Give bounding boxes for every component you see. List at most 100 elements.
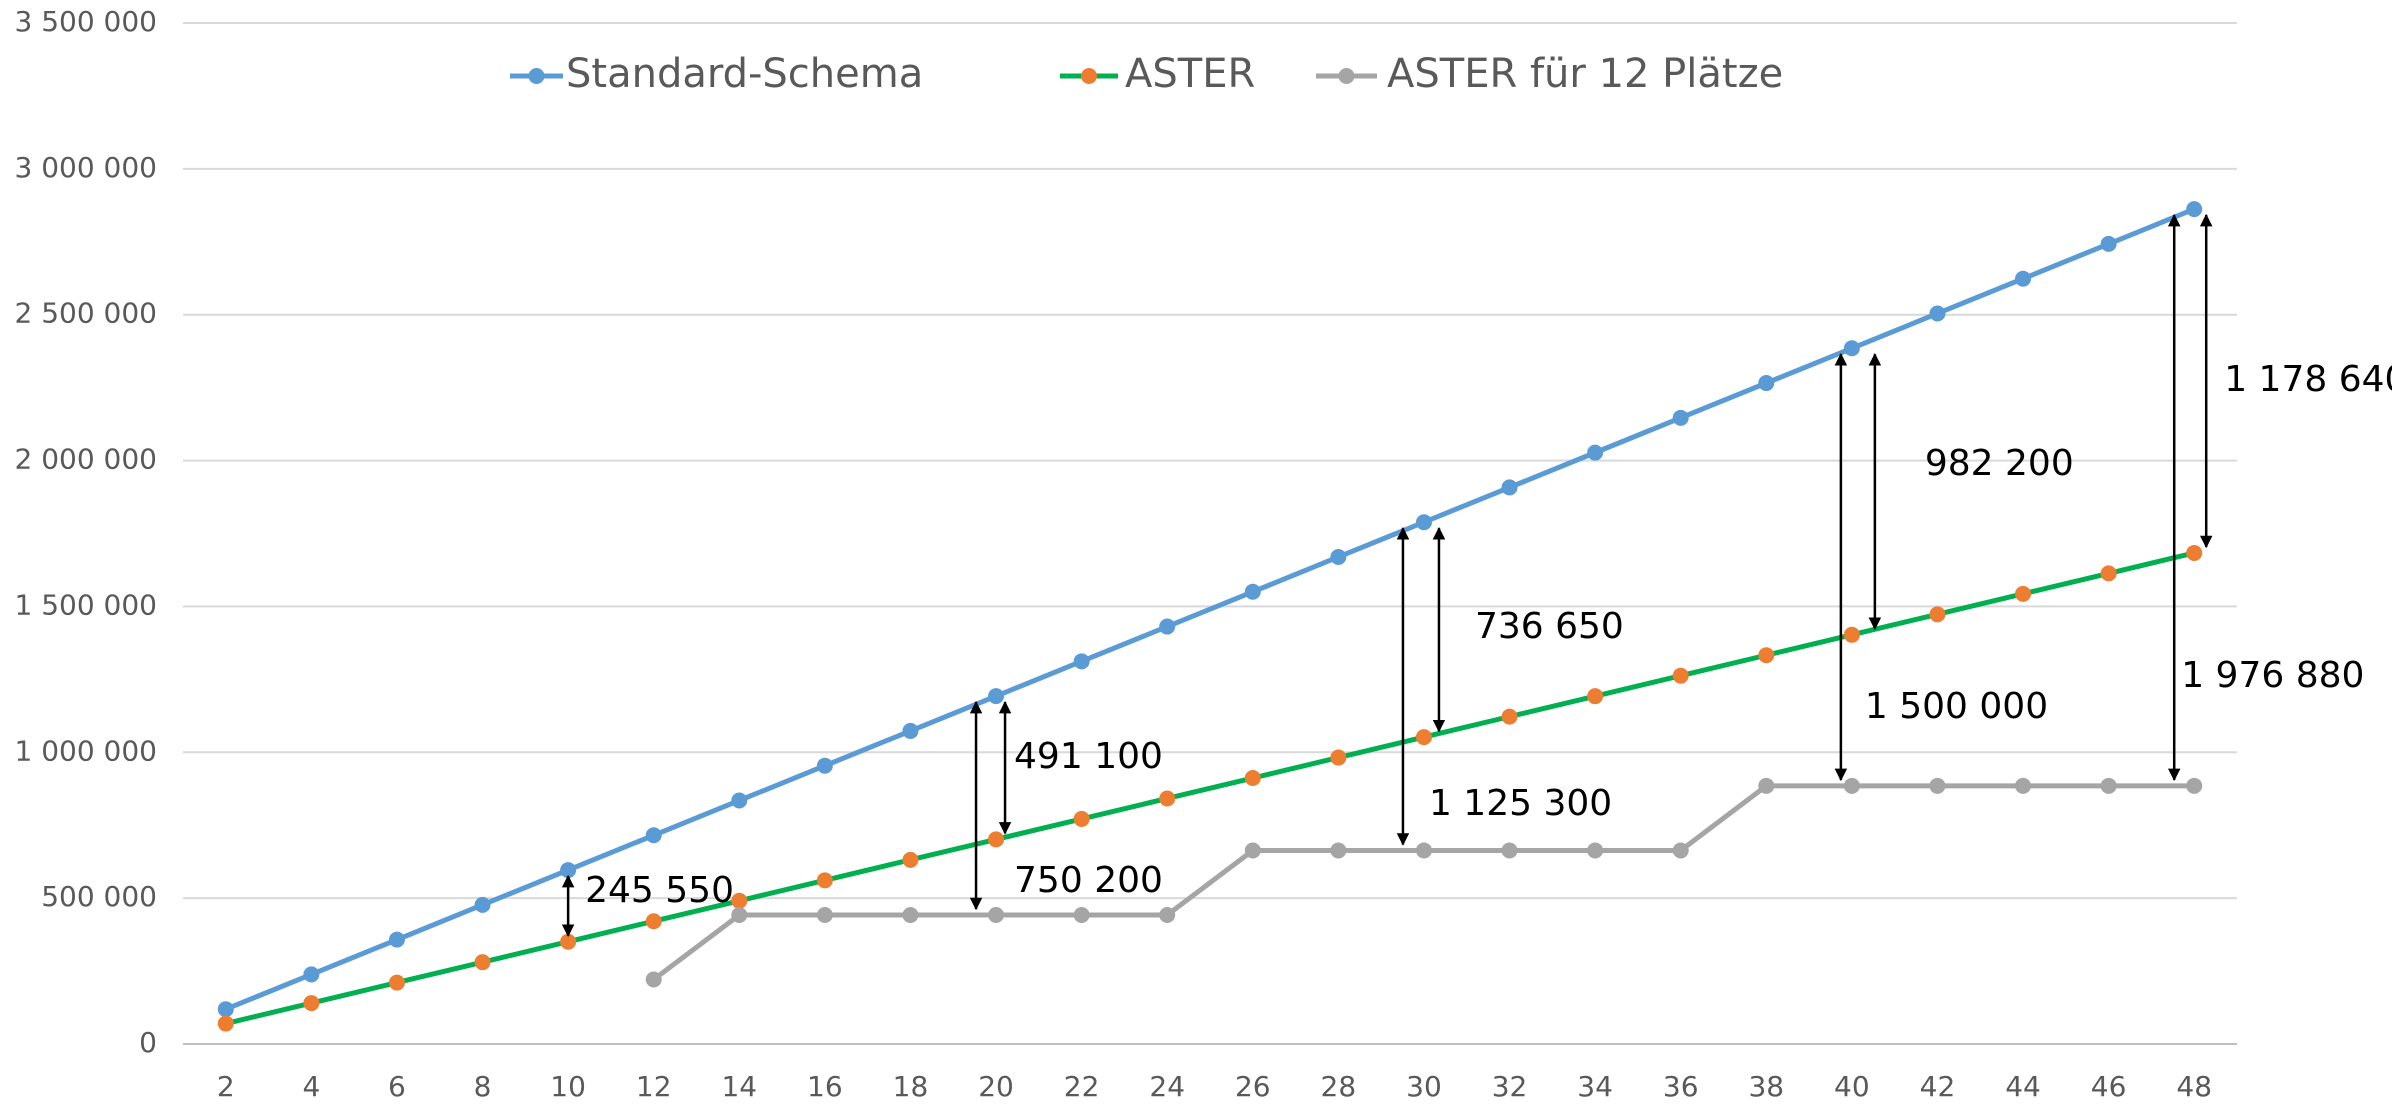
point bbox=[2100, 777, 2117, 794]
point bbox=[1587, 842, 1604, 859]
point bbox=[731, 792, 748, 809]
point bbox=[303, 966, 320, 983]
x-tick-label: 8 bbox=[474, 1070, 492, 1103]
point bbox=[388, 931, 405, 948]
point bbox=[1415, 514, 1432, 531]
point bbox=[1073, 653, 1090, 670]
point bbox=[1672, 409, 1689, 426]
point bbox=[217, 1001, 234, 1018]
annotation-label: 1 500 000 bbox=[1865, 686, 2048, 727]
x-tick-label: 22 bbox=[1064, 1070, 1100, 1103]
point bbox=[1501, 842, 1518, 859]
point bbox=[1244, 842, 1261, 859]
x-tick-label: 46 bbox=[2091, 1070, 2127, 1103]
y-tick-label: 500 000 bbox=[41, 880, 157, 913]
point bbox=[1843, 626, 1860, 643]
point bbox=[560, 862, 577, 879]
point bbox=[2186, 544, 2203, 561]
point bbox=[388, 974, 405, 991]
point bbox=[474, 896, 491, 913]
x-tick-label: 12 bbox=[636, 1070, 672, 1103]
point bbox=[1929, 777, 1946, 794]
point bbox=[988, 688, 1005, 705]
y-tick-label: 0 bbox=[139, 1026, 157, 1059]
point bbox=[1330, 749, 1347, 766]
point bbox=[1415, 842, 1432, 859]
legend-marker bbox=[528, 68, 545, 84]
point bbox=[816, 906, 833, 923]
annotation-label: 491 100 bbox=[1014, 736, 1163, 777]
series-line bbox=[224, 206, 2196, 1012]
annotation-label: 245 550 bbox=[585, 870, 734, 911]
point bbox=[902, 851, 919, 868]
x-tick-label: 2 bbox=[217, 1070, 235, 1103]
y-tick-label: 1 500 000 bbox=[14, 588, 157, 621]
x-tick-label: 34 bbox=[1577, 1070, 1613, 1103]
x-tick-label: 48 bbox=[2176, 1070, 2212, 1103]
point bbox=[1073, 906, 1090, 923]
point bbox=[1929, 606, 1946, 623]
point bbox=[1244, 770, 1261, 787]
point bbox=[1843, 777, 1860, 794]
point bbox=[645, 971, 662, 988]
series-line bbox=[652, 783, 2195, 982]
point bbox=[1843, 340, 1860, 357]
annotation-label: 1 178 640 bbox=[2224, 359, 2392, 400]
point bbox=[1330, 842, 1347, 859]
annotation-label: 750 200 bbox=[1014, 860, 1163, 901]
point bbox=[1244, 583, 1261, 600]
point bbox=[2186, 777, 2203, 794]
point bbox=[1587, 444, 1604, 461]
x-tick-label: 38 bbox=[1748, 1070, 1784, 1103]
point bbox=[560, 933, 577, 950]
point bbox=[1159, 618, 1176, 635]
point bbox=[1501, 479, 1518, 496]
x-tick-label: 14 bbox=[721, 1070, 757, 1103]
y-tick-label: 3 500 000 bbox=[14, 5, 157, 38]
point bbox=[2186, 201, 2203, 218]
point bbox=[474, 954, 491, 971]
point bbox=[2015, 270, 2032, 287]
point bbox=[1758, 647, 1775, 664]
legend-label: Standard-Schema bbox=[566, 51, 923, 97]
point bbox=[2100, 235, 2117, 252]
x-tick-label: 20 bbox=[978, 1070, 1014, 1103]
x-tick-label: 18 bbox=[893, 1070, 929, 1103]
point bbox=[1587, 688, 1604, 705]
point bbox=[1758, 375, 1775, 392]
point bbox=[645, 913, 662, 930]
x-tick-label: 36 bbox=[1663, 1070, 1699, 1103]
legend-label: ASTER für 12 Plätze bbox=[1387, 51, 1783, 97]
x-tick-label: 6 bbox=[388, 1070, 406, 1103]
point bbox=[303, 995, 320, 1012]
x-tick-label: 30 bbox=[1406, 1070, 1442, 1103]
point bbox=[1159, 790, 1176, 807]
point bbox=[1330, 548, 1347, 565]
point bbox=[1415, 729, 1432, 746]
x-tick-label: 24 bbox=[1149, 1070, 1185, 1103]
point bbox=[645, 827, 662, 844]
x-tick-label: 28 bbox=[1321, 1070, 1357, 1103]
legend-marker bbox=[1338, 68, 1355, 84]
point bbox=[2015, 777, 2032, 794]
y-tick-label: 2 500 000 bbox=[14, 297, 157, 330]
point bbox=[1501, 708, 1518, 725]
y-tick-label: 1 000 000 bbox=[14, 734, 157, 767]
annotation-label: 1 976 880 bbox=[2181, 655, 2364, 696]
point bbox=[731, 892, 748, 909]
y-tick-label: 3 000 000 bbox=[14, 151, 157, 184]
point bbox=[1073, 810, 1090, 827]
point bbox=[1672, 842, 1689, 859]
x-tick-label: 10 bbox=[550, 1070, 586, 1103]
annotation-label: 736 650 bbox=[1475, 606, 1624, 647]
point bbox=[731, 906, 748, 923]
point bbox=[902, 722, 919, 739]
legend-marker bbox=[1081, 68, 1097, 84]
x-tick-label: 32 bbox=[1492, 1070, 1528, 1103]
point bbox=[816, 872, 833, 889]
x-tick-label: 26 bbox=[1235, 1070, 1271, 1103]
y-tick-label: 2 000 000 bbox=[14, 443, 157, 476]
point bbox=[1672, 667, 1689, 684]
point bbox=[902, 906, 919, 923]
point bbox=[2015, 585, 2032, 602]
